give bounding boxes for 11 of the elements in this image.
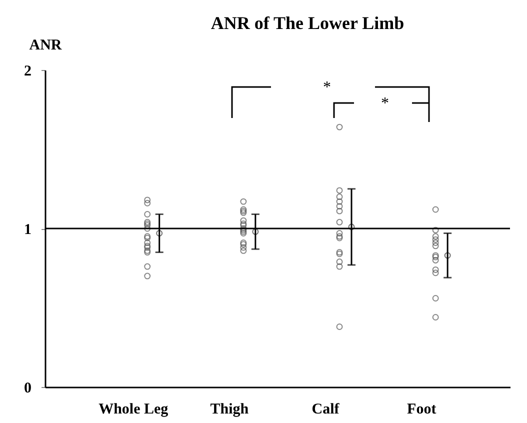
x-tick-label: Whole Leg [98, 402, 169, 418]
x-tick-label: Foot [407, 402, 436, 418]
y-tick-label: 0 [24, 380, 32, 396]
chart-title: ANR of The Lower Limb [210, 13, 404, 33]
y-tick-label: 2 [24, 64, 32, 80]
x-tick-label: Thigh [210, 402, 250, 418]
annotation: * [323, 79, 331, 96]
x-tick-label: Calf [312, 402, 340, 418]
annotation: * [381, 95, 389, 112]
y-tick-label: 1 [24, 222, 32, 238]
y-axis-title: ANR [29, 38, 62, 54]
